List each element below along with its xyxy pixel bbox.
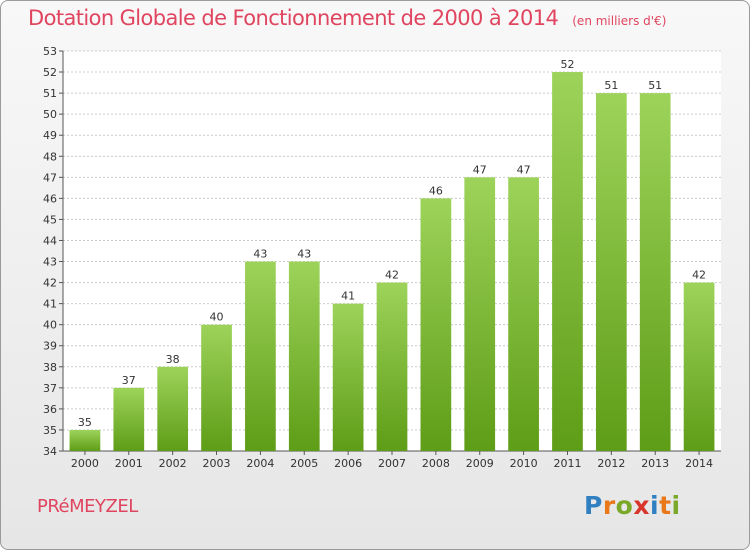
- y-tick-label: 35: [43, 424, 57, 437]
- data-label: 38: [166, 353, 180, 366]
- x-tick-label: 2006: [334, 457, 362, 470]
- y-tick-label: 51: [43, 87, 57, 100]
- bar: [157, 366, 189, 451]
- x-tick-label: 2012: [597, 457, 625, 470]
- logo-letter: t: [659, 491, 672, 520]
- x-tick-label: 2001: [115, 457, 143, 470]
- logo-letter: r: [602, 491, 616, 520]
- y-tick-label: 40: [43, 319, 57, 332]
- data-label: 51: [604, 79, 618, 92]
- x-tick-label: 2004: [246, 457, 274, 470]
- y-tick-label: 50: [43, 108, 57, 121]
- x-tick-label: 2003: [203, 457, 231, 470]
- bar: [464, 177, 496, 451]
- logo-letter: i: [650, 491, 660, 520]
- bar: [639, 93, 671, 452]
- y-tick-label: 48: [43, 150, 57, 163]
- y-tick-label: 44: [43, 234, 57, 247]
- data-label: 43: [253, 248, 267, 261]
- town-name: PRéMEYZEL: [37, 496, 138, 517]
- x-tick-label: 2014: [685, 457, 713, 470]
- bar: [113, 387, 145, 451]
- data-label: 35: [78, 416, 92, 429]
- x-tick-label: 2005: [290, 457, 318, 470]
- bar: [201, 324, 232, 451]
- data-label: 37: [122, 374, 136, 387]
- logo-letter: x: [633, 491, 650, 520]
- data-label: 42: [385, 269, 399, 282]
- x-tick-label: 2013: [641, 457, 669, 470]
- data-label: 47: [517, 163, 531, 176]
- proxiti-logo: Proxiti: [584, 491, 681, 520]
- logo-letter: o: [615, 491, 634, 520]
- x-tick-label: 2000: [71, 457, 99, 470]
- y-tick-label: 36: [43, 403, 57, 416]
- data-label: 42: [692, 269, 706, 282]
- bar: [69, 429, 101, 451]
- logo-letter: i: [671, 491, 681, 520]
- y-tick-label: 43: [43, 256, 57, 269]
- x-tick-label: 2008: [422, 457, 450, 470]
- y-tick-label: 46: [43, 192, 57, 205]
- bar: [332, 303, 364, 451]
- data-label: 43: [297, 248, 311, 261]
- logo-letter: P: [584, 491, 603, 520]
- y-tick-label: 42: [43, 277, 57, 290]
- data-label: 41: [341, 290, 355, 303]
- x-tick-label: 2011: [553, 457, 581, 470]
- chart-title: Dotation Globale de Fonctionnement de 20…: [28, 6, 666, 30]
- x-tick-label: 2009: [466, 457, 494, 470]
- y-tick-label: 47: [43, 171, 57, 184]
- y-tick-label: 52: [43, 66, 57, 79]
- bar: [376, 282, 408, 451]
- bar: [508, 177, 539, 451]
- y-tick-label: 45: [43, 213, 57, 226]
- data-label: 52: [560, 58, 574, 71]
- y-tick-label: 38: [43, 361, 57, 374]
- chart-title-text: Dotation Globale de Fonctionnement de 20…: [28, 6, 559, 30]
- bar: [552, 72, 583, 451]
- x-tick-label: 2010: [510, 457, 538, 470]
- y-tick-label: 37: [43, 382, 57, 395]
- bar: [683, 282, 715, 451]
- data-label: 47: [473, 163, 487, 176]
- y-tick-label: 49: [43, 129, 57, 142]
- bar: [245, 261, 276, 451]
- y-tick-label: 34: [43, 445, 57, 458]
- bar: [420, 198, 452, 451]
- data-label: 46: [429, 184, 443, 197]
- bar: [288, 261, 320, 451]
- bar: [595, 93, 627, 452]
- x-tick-label: 2002: [159, 457, 187, 470]
- y-tick-label: 39: [43, 340, 57, 353]
- y-tick-label: 53: [43, 45, 57, 58]
- data-label: 40: [210, 311, 224, 324]
- chart-subtitle: (en milliers d'€): [572, 14, 667, 28]
- data-label: 51: [648, 79, 662, 92]
- x-tick-label: 2007: [378, 457, 406, 470]
- y-tick-label: 41: [43, 298, 57, 311]
